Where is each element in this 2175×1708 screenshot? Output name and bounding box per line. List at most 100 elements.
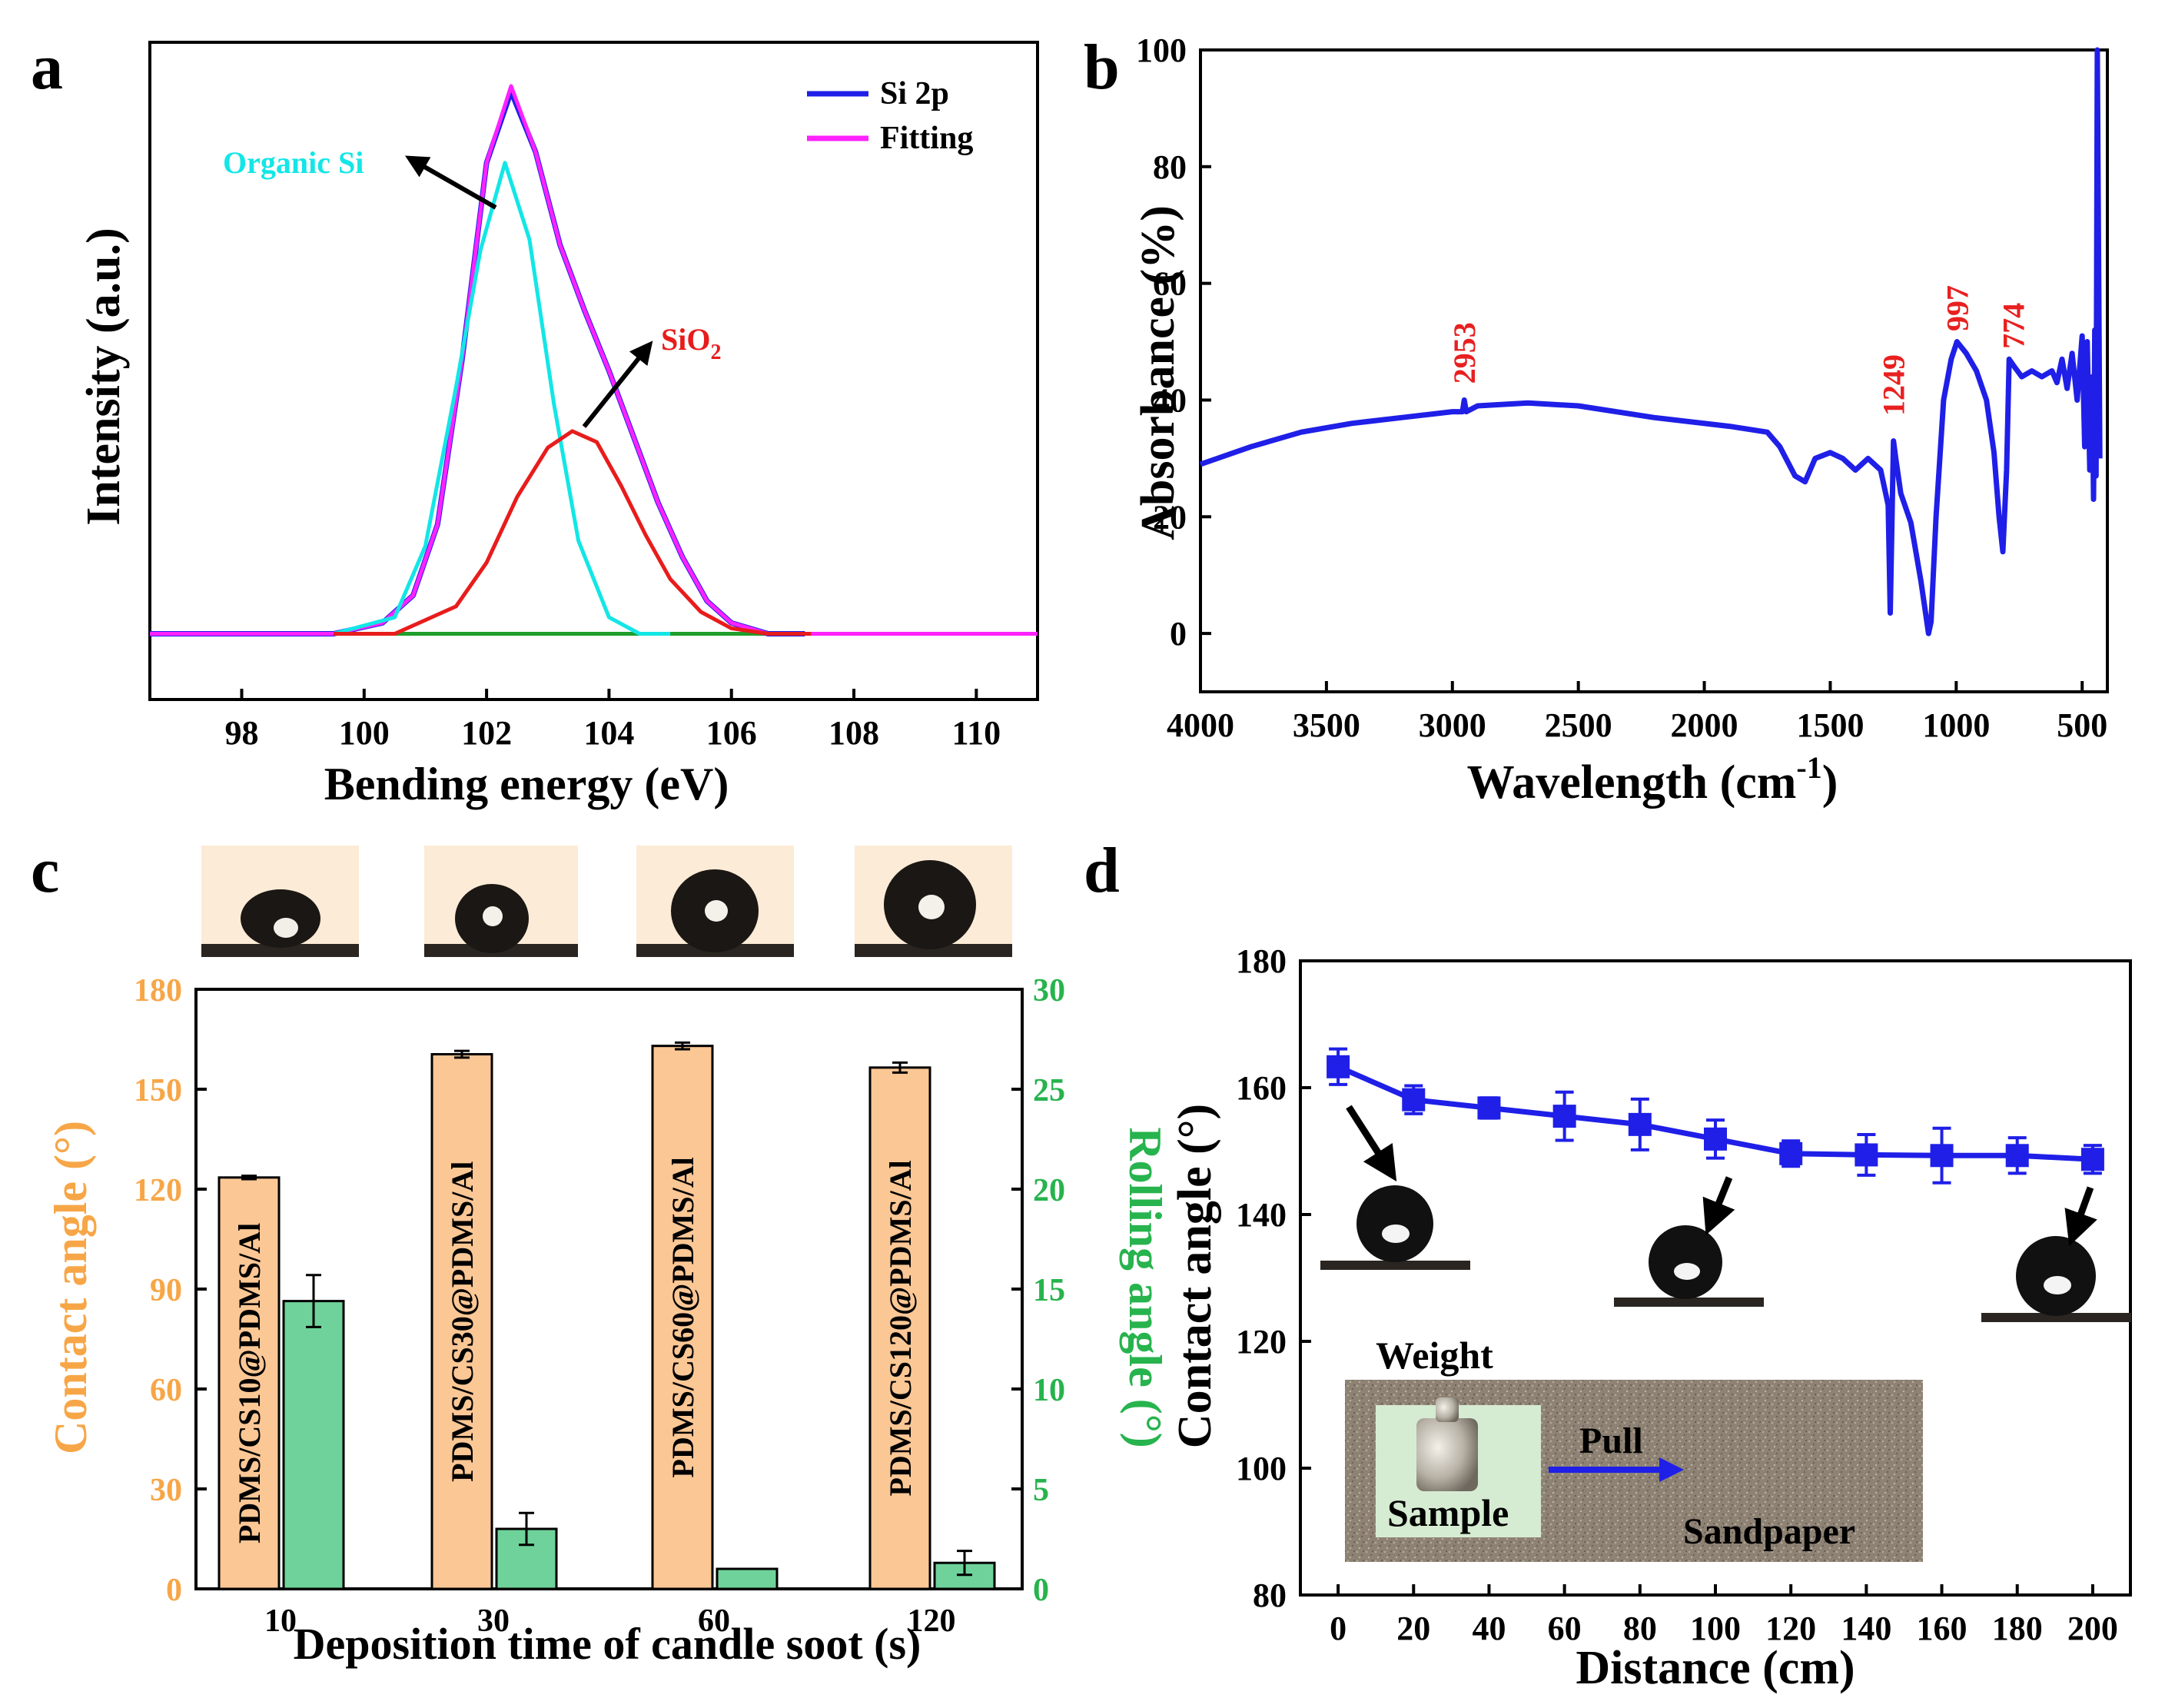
panel-d-curve bbox=[1327, 1047, 2104, 1185]
panel-b-x-tick-label: 4000 bbox=[1167, 706, 1234, 744]
panel-a-x-axis-label: Bending energy (eV) bbox=[324, 759, 729, 809]
panel-a: a 98 100 102 104 106 108 110 Bending energy (e… bbox=[31, 32, 1039, 809]
data-point-marker bbox=[1477, 1096, 1501, 1120]
bar-sample-label: PDMS/CS30@PDMS/Al bbox=[445, 1161, 480, 1482]
panel-label-c: c bbox=[31, 835, 59, 906]
panel-d-x-axis-label: Distance (cm) bbox=[1576, 1642, 1855, 1694]
panel-c-y-tick-label: 60 bbox=[150, 1373, 182, 1408]
bar-contact-angle bbox=[430, 1053, 493, 1590]
panel-c-y2-tick-label: 20 bbox=[1033, 1173, 1065, 1208]
bar-sample-label: PDMS/CS60@PDMS/Al bbox=[666, 1157, 700, 1477]
panel-c-y-tick-label: 0 bbox=[166, 1573, 182, 1608]
panel-c-y-tick-label: 150 bbox=[134, 1073, 182, 1108]
panel-a-x-tick-label: 100 bbox=[339, 714, 390, 752]
data-point-marker bbox=[1402, 1088, 1426, 1112]
panel-c: c bbox=[31, 835, 1171, 1669]
weight-icon bbox=[1416, 1418, 1478, 1491]
panel-b-frame bbox=[1199, 48, 2109, 693]
panel-c-x-tick-label: 10 bbox=[264, 1603, 297, 1639]
panel-c-y2-tick-label: 5 bbox=[1033, 1473, 1049, 1508]
panel-d-y-axis-label: Contact angle (°) bbox=[1169, 1104, 1221, 1448]
panel-d-y-tick-label: 100 bbox=[1236, 1450, 1287, 1487]
arrow-to-droplet-200cm bbox=[2064, 1186, 2097, 1247]
legend-label-fitting: Fitting bbox=[880, 121, 973, 156]
panel-d-x-tick-label: 0 bbox=[1330, 1610, 1347, 1647]
peak-label: 997 bbox=[1940, 285, 1974, 331]
panel-a-curves bbox=[150, 84, 1038, 636]
panel-b-x-tick-label: 3000 bbox=[1419, 706, 1486, 744]
panel-a-x-ticks: 98 100 102 104 106 108 110 bbox=[224, 689, 1001, 752]
droplet-photo-60s bbox=[636, 846, 794, 957]
panel-c-y-tick-label: 120 bbox=[134, 1173, 182, 1208]
peak-label: 1249 bbox=[1877, 354, 1911, 416]
panel-c-bars: PDMS/CS10@PDMS/Al PDMS/CS30@PDMS/Al PDMS/C… bbox=[218, 1041, 996, 1590]
panel-a-x-tick-label: 102 bbox=[461, 714, 512, 752]
panel-d-y-tick-label: 140 bbox=[1236, 1196, 1287, 1234]
panel-a-x-tick-label: 108 bbox=[828, 714, 879, 752]
panel-b-y-axis-label: Absorbance (%) bbox=[1132, 205, 1184, 540]
panel-d-x-tick-label: 200 bbox=[2067, 1610, 2118, 1647]
data-point-marker bbox=[2005, 1144, 2029, 1168]
panel-c-y2-tick-label: 10 bbox=[1033, 1373, 1065, 1408]
panel-b-x-ticks: 4000 3500 3000 2500 2000 1500 1000 500 bbox=[1167, 681, 2107, 744]
panel-a-frame bbox=[148, 41, 1039, 701]
panel-a-y-axis-label: Intensity (a.u.) bbox=[78, 228, 130, 526]
panel-b-x-tick-label: 500 bbox=[2057, 706, 2107, 744]
legend-label-si2p: Si 2p bbox=[880, 76, 949, 111]
panel-d-y-tick-label: 120 bbox=[1236, 1323, 1287, 1361]
annotation-sio2: SiO2 bbox=[661, 322, 721, 364]
bar-rolling-angle bbox=[716, 1567, 779, 1590]
panel-c-y-tick-label: 30 bbox=[150, 1473, 182, 1508]
panel-c-x-axis-label: Deposition time of candle soot (s) bbox=[294, 1619, 921, 1669]
inset-label-sample: Sample bbox=[1387, 1491, 1509, 1534]
panel-b-peak-labels: 2953 1249 997 774 bbox=[1447, 285, 2031, 416]
weight-knob bbox=[1436, 1397, 1459, 1422]
data-point-marker bbox=[1552, 1105, 1576, 1128]
panel-d-x-tick-label: 20 bbox=[1396, 1610, 1430, 1647]
panel-b-y-tick-label: 80 bbox=[1153, 148, 1187, 186]
inset-label-weight: Weight bbox=[1376, 1334, 1493, 1377]
inset-sandpaper-test: Weight Pull Sample Sandpaper bbox=[1345, 1334, 1923, 1562]
droplet-photo-200cm bbox=[1981, 1236, 2131, 1322]
panel-d-x-ticks: 0 20 40 60 80 100 120 140 160 180 200 bbox=[1330, 1584, 2118, 1647]
panel-b-y-tick-label: 0 bbox=[1170, 615, 1187, 653]
series-sio2 bbox=[334, 429, 812, 636]
panel-c-y-tick-label: 90 bbox=[150, 1273, 182, 1308]
panel-d-x-tick-label: 120 bbox=[1765, 1610, 1816, 1647]
panel-c-x-tick-label: 120 bbox=[908, 1603, 956, 1639]
data-point-marker bbox=[1628, 1112, 1652, 1136]
panel-d: d 0 20 40 60 80 100 120 140 160 180 200 80 100 120 14… bbox=[1084, 835, 2132, 1694]
panel-a-x-tick-label: 106 bbox=[706, 714, 757, 752]
data-point-marker bbox=[1855, 1143, 1878, 1167]
panel-label-d: d bbox=[1084, 835, 1120, 906]
data-point-marker bbox=[2080, 1148, 2104, 1171]
panel-d-x-tick-label: 80 bbox=[1623, 1610, 1657, 1647]
inset-label-pull: Pull bbox=[1579, 1421, 1643, 1461]
arrow-to-droplet-0cm bbox=[1346, 1105, 1397, 1181]
panel-c-y-tick-label: 180 bbox=[134, 973, 182, 1009]
panel-c-x-tick-label: 60 bbox=[698, 1603, 730, 1639]
arrow-to-droplet-100cm bbox=[1702, 1176, 1735, 1235]
droplet-photo-10s bbox=[201, 846, 359, 957]
panel-d-droplet-photos bbox=[1320, 1185, 2131, 1322]
panel-d-x-tick-label: 100 bbox=[1690, 1610, 1741, 1647]
panel-c-droplet-photos bbox=[201, 846, 1012, 957]
droplet-photo-100cm bbox=[1614, 1225, 1764, 1307]
panel-d-x-tick-label: 140 bbox=[1841, 1610, 1891, 1647]
panel-a-x-tick-label: 110 bbox=[952, 714, 1001, 752]
panel-d-y-ticks: 80 100 120 140 160 180 bbox=[1236, 942, 1311, 1614]
panel-c-y2-tick-label: 30 bbox=[1033, 973, 1065, 1009]
panel-label-a: a bbox=[31, 32, 63, 103]
data-point-marker bbox=[1930, 1144, 1954, 1168]
panel-a-legend: Si 2p Fitting bbox=[807, 76, 973, 156]
panel-b: b 4000 3500 3000 2500 2000 1500 1000 500 0 20 40 6… bbox=[1084, 32, 2109, 809]
data-point-marker bbox=[1704, 1127, 1727, 1151]
panel-a-x-tick-label: 98 bbox=[224, 714, 258, 752]
panel-b-x-tick-label: 1500 bbox=[1796, 706, 1864, 744]
droplet-photo-30s bbox=[424, 846, 578, 957]
panel-b-y-tick-label: 60 bbox=[1153, 265, 1187, 303]
arrow-organic-si bbox=[404, 155, 497, 210]
panel-d-x-tick-label: 60 bbox=[1548, 1610, 1582, 1647]
bar-sample-label: PDMS/CS120@PDMS/Al bbox=[883, 1160, 918, 1496]
